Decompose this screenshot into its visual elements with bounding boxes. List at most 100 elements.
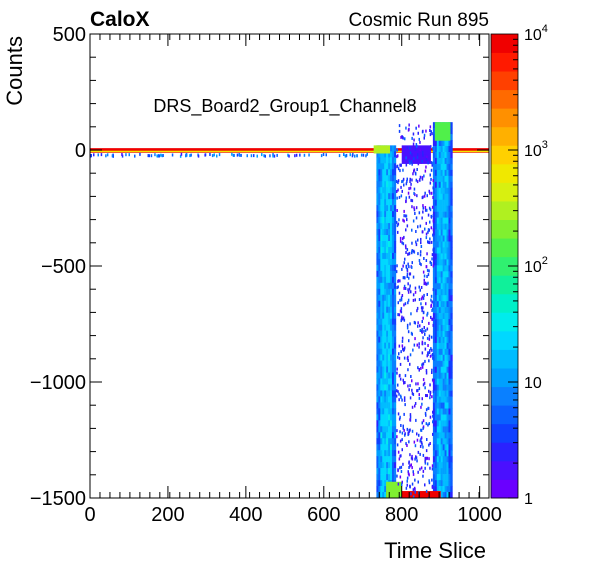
heatmap-cell [393, 163, 397, 170]
heatmap-cell [384, 175, 387, 182]
heatmap-cell [378, 229, 381, 236]
heatmap-cell [450, 426, 453, 433]
heatmap-cell [442, 324, 445, 332]
heatmap-cell [397, 230, 399, 234]
heatmap-cell [421, 216, 423, 220]
heatmap-cell [393, 300, 397, 308]
heatmap-cell [432, 235, 436, 242]
heatmap-cell [106, 153, 109, 157]
heatmap-cell [410, 456, 413, 460]
heatmap-cell [378, 396, 381, 403]
heatmap-cell [436, 319, 440, 326]
heatmap-cell [382, 492, 385, 498]
heatmap-cell [391, 354, 395, 361]
heatmap-cell [179, 154, 182, 158]
heatmap-cell [432, 396, 436, 403]
heatmap-cell [415, 230, 417, 233]
heatmap-cell [405, 163, 408, 167]
heatmap-cell [401, 483, 403, 487]
heatmap-cell [378, 480, 381, 487]
heatmap-cell [448, 241, 451, 248]
heatmap-cell [380, 354, 383, 361]
heatmap-cell [382, 229, 385, 236]
heatmap-cell [402, 424, 404, 428]
heatmap-cell [246, 154, 248, 158]
heatmap-cell [450, 259, 453, 266]
heatmap-cell [376, 360, 379, 367]
heatmap-cell [386, 402, 389, 409]
heatmap-cell [438, 336, 441, 344]
heatmap-cell [388, 450, 391, 457]
heatmap-cell [436, 354, 440, 362]
heatmap-cell [427, 273, 430, 277]
heatmap-cell [391, 426, 395, 433]
heatmap-cell [388, 324, 391, 331]
heatmap-cell [378, 330, 381, 337]
heatmap-cell [432, 169, 436, 177]
heatmap-cell [393, 187, 397, 194]
color-scale-step [491, 256, 518, 276]
heatmap-cell [391, 235, 395, 242]
heatmap-cell [391, 396, 395, 403]
heatmap-cell [432, 295, 436, 302]
heatmap-cell [390, 312, 393, 319]
heatmap-cell [401, 241, 403, 245]
heatmap-cell [432, 342, 436, 350]
heatmap-cell [428, 359, 430, 363]
heatmap-cell [405, 182, 408, 186]
heatmap-cell [380, 306, 383, 314]
heatmap-cell [384, 342, 387, 349]
heatmap-cell [436, 157, 440, 165]
heatmap-cell [448, 259, 451, 266]
heatmap-cell [354, 154, 356, 158]
heatmap-cell [429, 220, 431, 224]
heatmap-cell [422, 469, 425, 473]
heatmap-cell [378, 384, 381, 391]
heatmap-cell [446, 157, 449, 165]
heatmap-cell [391, 217, 395, 224]
heatmap-cell [432, 128, 436, 135]
heatmap-cell [386, 438, 389, 445]
heatmap-cell [442, 456, 445, 463]
heatmap-cell [401, 317, 404, 321]
heatmap-cell [413, 208, 416, 212]
heatmap-cell [446, 378, 449, 385]
heatmap-cell [382, 348, 385, 355]
heatmap-cell [431, 163, 433, 167]
heatmap-cell [418, 137, 420, 141]
heatmap-cell [404, 432, 406, 436]
heatmap-cell [450, 480, 453, 487]
heatmap-cell [425, 232, 428, 236]
heatmap-cell [390, 246, 393, 254]
heatmap-cell [434, 241, 438, 248]
heatmap-cell [442, 450, 445, 457]
heatmap-cell [419, 444, 422, 448]
heatmap-cell [440, 146, 443, 153]
heatmap-cell [444, 151, 447, 159]
heatmap-cell [425, 259, 428, 262]
heatmap-cell [446, 193, 449, 201]
heatmap-cell [405, 126, 407, 130]
heatmap-cell [440, 462, 443, 469]
heatmap-cell [415, 216, 418, 220]
heatmap-cell [390, 420, 393, 427]
heatmap-cell [378, 235, 381, 242]
heatmap-cell [438, 277, 441, 284]
heatmap-cell [404, 214, 407, 218]
heatmap-cell [436, 146, 440, 153]
heatmap-cell [401, 189, 403, 193]
heatmap-cell [391, 390, 395, 397]
heatmap-cell [393, 193, 397, 200]
heatmap-cell [415, 456, 418, 460]
heatmap-cell [446, 259, 449, 266]
heatmap-cell [398, 392, 400, 396]
heatmap-cell [436, 223, 440, 230]
heatmap-cell [376, 354, 379, 361]
heatmap-cell [420, 245, 423, 248]
heatmap-cell [386, 205, 389, 212]
heatmap-cell [432, 163, 436, 171]
heatmap-cell [160, 153, 162, 157]
heatmap-cell [444, 187, 447, 195]
heatmap-cell [400, 185, 402, 189]
heatmap-cell [376, 432, 379, 439]
